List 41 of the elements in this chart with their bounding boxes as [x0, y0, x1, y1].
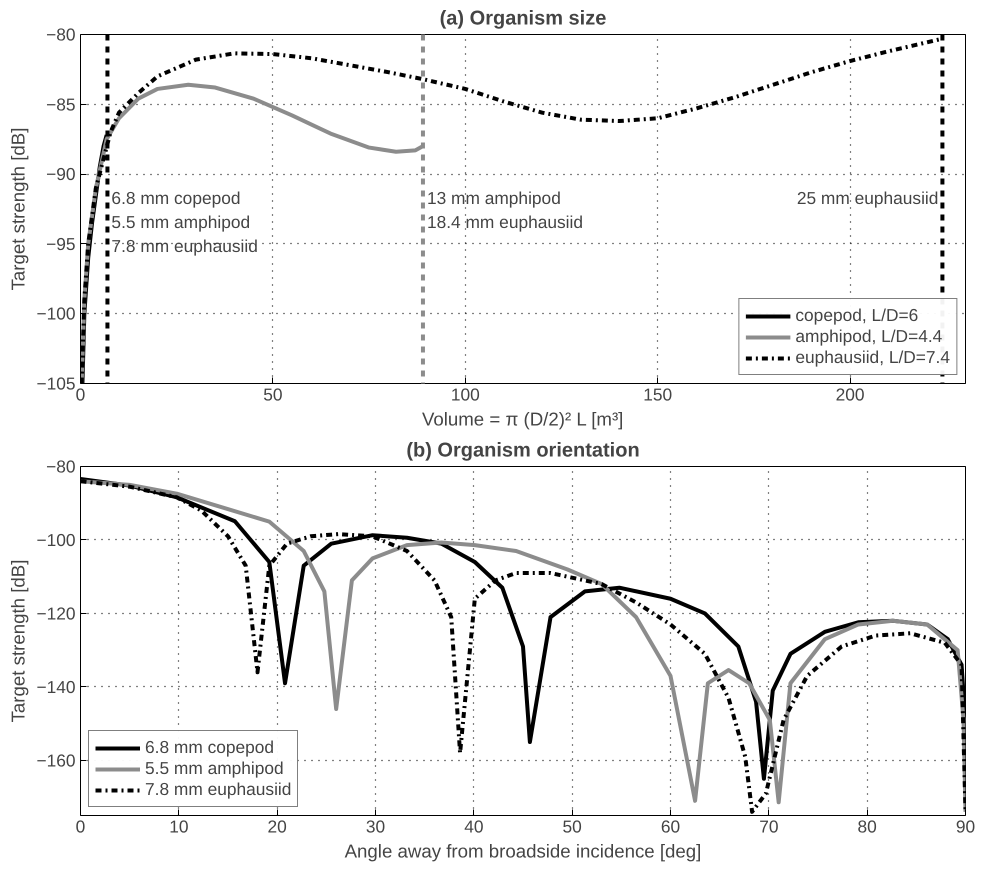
- y-tick-label: −80: [46, 456, 76, 476]
- y-tick-label: −120: [36, 603, 76, 624]
- chart-title: (b) Organism orientation: [406, 440, 640, 462]
- legend-label: euphausiid, L/D=7.4: [795, 347, 950, 368]
- x-tick-label: 30: [366, 816, 386, 836]
- chart-title: (a) Organism size: [440, 8, 606, 30]
- y-tick-label: −95: [46, 234, 76, 254]
- x-tick-label: 200: [836, 384, 865, 404]
- legend-label: 6.8 mm copepod: [145, 737, 274, 758]
- x-tick-label: 80: [858, 816, 877, 836]
- y-tick-label: −100: [36, 304, 76, 324]
- x-tick-label: 40: [464, 816, 484, 836]
- x-tick-label: 10: [169, 816, 188, 836]
- x-axis-title: Angle away from broadside incidence [deg]: [344, 840, 702, 862]
- y-tick-label: −85: [46, 94, 76, 114]
- x-tick-label: 0: [76, 384, 86, 404]
- legend-label: copepod, L/D=6: [795, 305, 918, 326]
- x-tick-label: 20: [268, 816, 287, 836]
- y-tick-label: −105: [36, 374, 76, 394]
- y-tick-label: −160: [36, 750, 76, 770]
- legend-label: 5.5 mm amphipod: [145, 758, 284, 779]
- y-tick-label: −140: [36, 676, 76, 697]
- x-tick-label: 50: [562, 816, 582, 836]
- ref-line-label: 25 mm euphausiid: [796, 188, 938, 208]
- x-tick-label: 50: [263, 384, 283, 404]
- y-tick-label: −90: [46, 164, 76, 184]
- x-tick-label: 100: [450, 384, 480, 404]
- ref-line-label: 6.8 mm copepod 5.5 mm amphipod 7.8 mm euphausiid: [111, 188, 258, 256]
- y-tick-label: −80: [46, 24, 76, 44]
- legend-label: amphipod, L/D=4.4: [795, 326, 942, 347]
- x-tick-label: 70: [759, 816, 778, 836]
- ref-line-label: 13 mm amphipod 18.4 mm euphausiid: [426, 188, 584, 232]
- y-axis-title: Target strength [dB]: [7, 128, 28, 290]
- x-tick-label: 0: [76, 816, 86, 836]
- y-axis-title: Target strength [dB]: [7, 560, 28, 722]
- x-tick-label: 60: [660, 816, 680, 836]
- y-tick-label: −100: [36, 530, 76, 550]
- legend-label: 7.8 mm euphausiid: [145, 779, 292, 800]
- x-axis-title: Volume = π (D/2)² L [m³]: [422, 408, 624, 430]
- x-tick-label: 90: [956, 816, 976, 836]
- x-tick-label: 150: [643, 384, 672, 404]
